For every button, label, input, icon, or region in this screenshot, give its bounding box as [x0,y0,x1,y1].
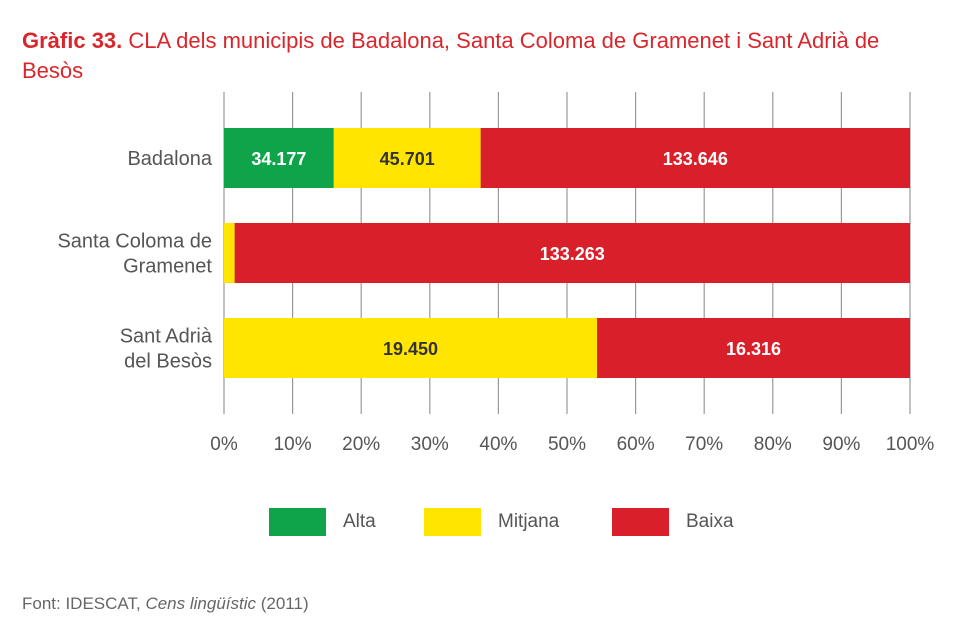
legend-swatch [612,508,669,536]
category-label: Santa Coloma de [57,231,212,253]
bar-segment [234,223,911,283]
bar-segment [597,318,910,378]
x-tick-label: 90% [822,434,860,455]
source-prefix: Font: IDESCAT, [22,594,146,613]
legend-label: Mitjana [498,511,560,532]
x-tick-label: 0% [210,434,238,455]
data-label: 133.263 [540,244,605,264]
x-tick-label: 10% [274,434,312,455]
legend-swatch [269,508,326,536]
legend-item: Baixa [612,508,734,536]
category-label: del Besòs [124,351,212,373]
data-label: 19.450 [383,339,438,359]
bar-segment [224,128,334,188]
bar-segment [480,128,910,188]
source-work-title: Cens lingüístic [145,594,257,613]
x-tick-label: 60% [617,434,655,455]
data-label: 133.646 [663,149,728,169]
x-tick-label: 70% [685,434,723,455]
chart-title-text: CLA dels municipis de Badalona, Santa Co… [22,28,880,83]
x-tick-label: 40% [479,434,517,455]
x-tick-label: 100% [886,434,935,455]
category-label: Sant Adrià [120,326,213,348]
legend-label: Alta [343,511,376,532]
x-tick-label: 50% [548,434,586,455]
x-tick-label: 30% [411,434,449,455]
legend-item: Mitjana [424,508,559,536]
stacked-bar-chart: 0% 10% 20% 30% 40% 50% 60% 70% 80% 90% 100% 34.177 4… [57,92,935,455]
source-suffix: (2011) [256,594,309,613]
category-label: Badalona [127,148,212,170]
category-label: Gramenet [123,256,212,278]
chart-title-number: Gràfic 33. [22,28,123,53]
chart-source: Font: IDESCAT, Cens lingüístic (2011) [22,594,309,614]
data-label: 34.177 [251,149,306,169]
data-label: 45.701 [380,149,435,169]
bar-segment [224,318,598,378]
x-tick-label: 20% [342,434,380,455]
chart-title: Gràfic 33. CLA dels municipis de Badalon… [22,26,942,86]
legend-item: Alta [269,508,376,536]
legend-label: Baixa [686,511,734,532]
bar-segment [224,223,235,283]
x-tick-label: 80% [754,434,792,455]
bar-segment [333,128,481,188]
data-label: 16.316 [726,339,781,359]
chart-legend: Alta Mitjana Baixa [0,508,961,540]
legend-swatch [424,508,481,536]
